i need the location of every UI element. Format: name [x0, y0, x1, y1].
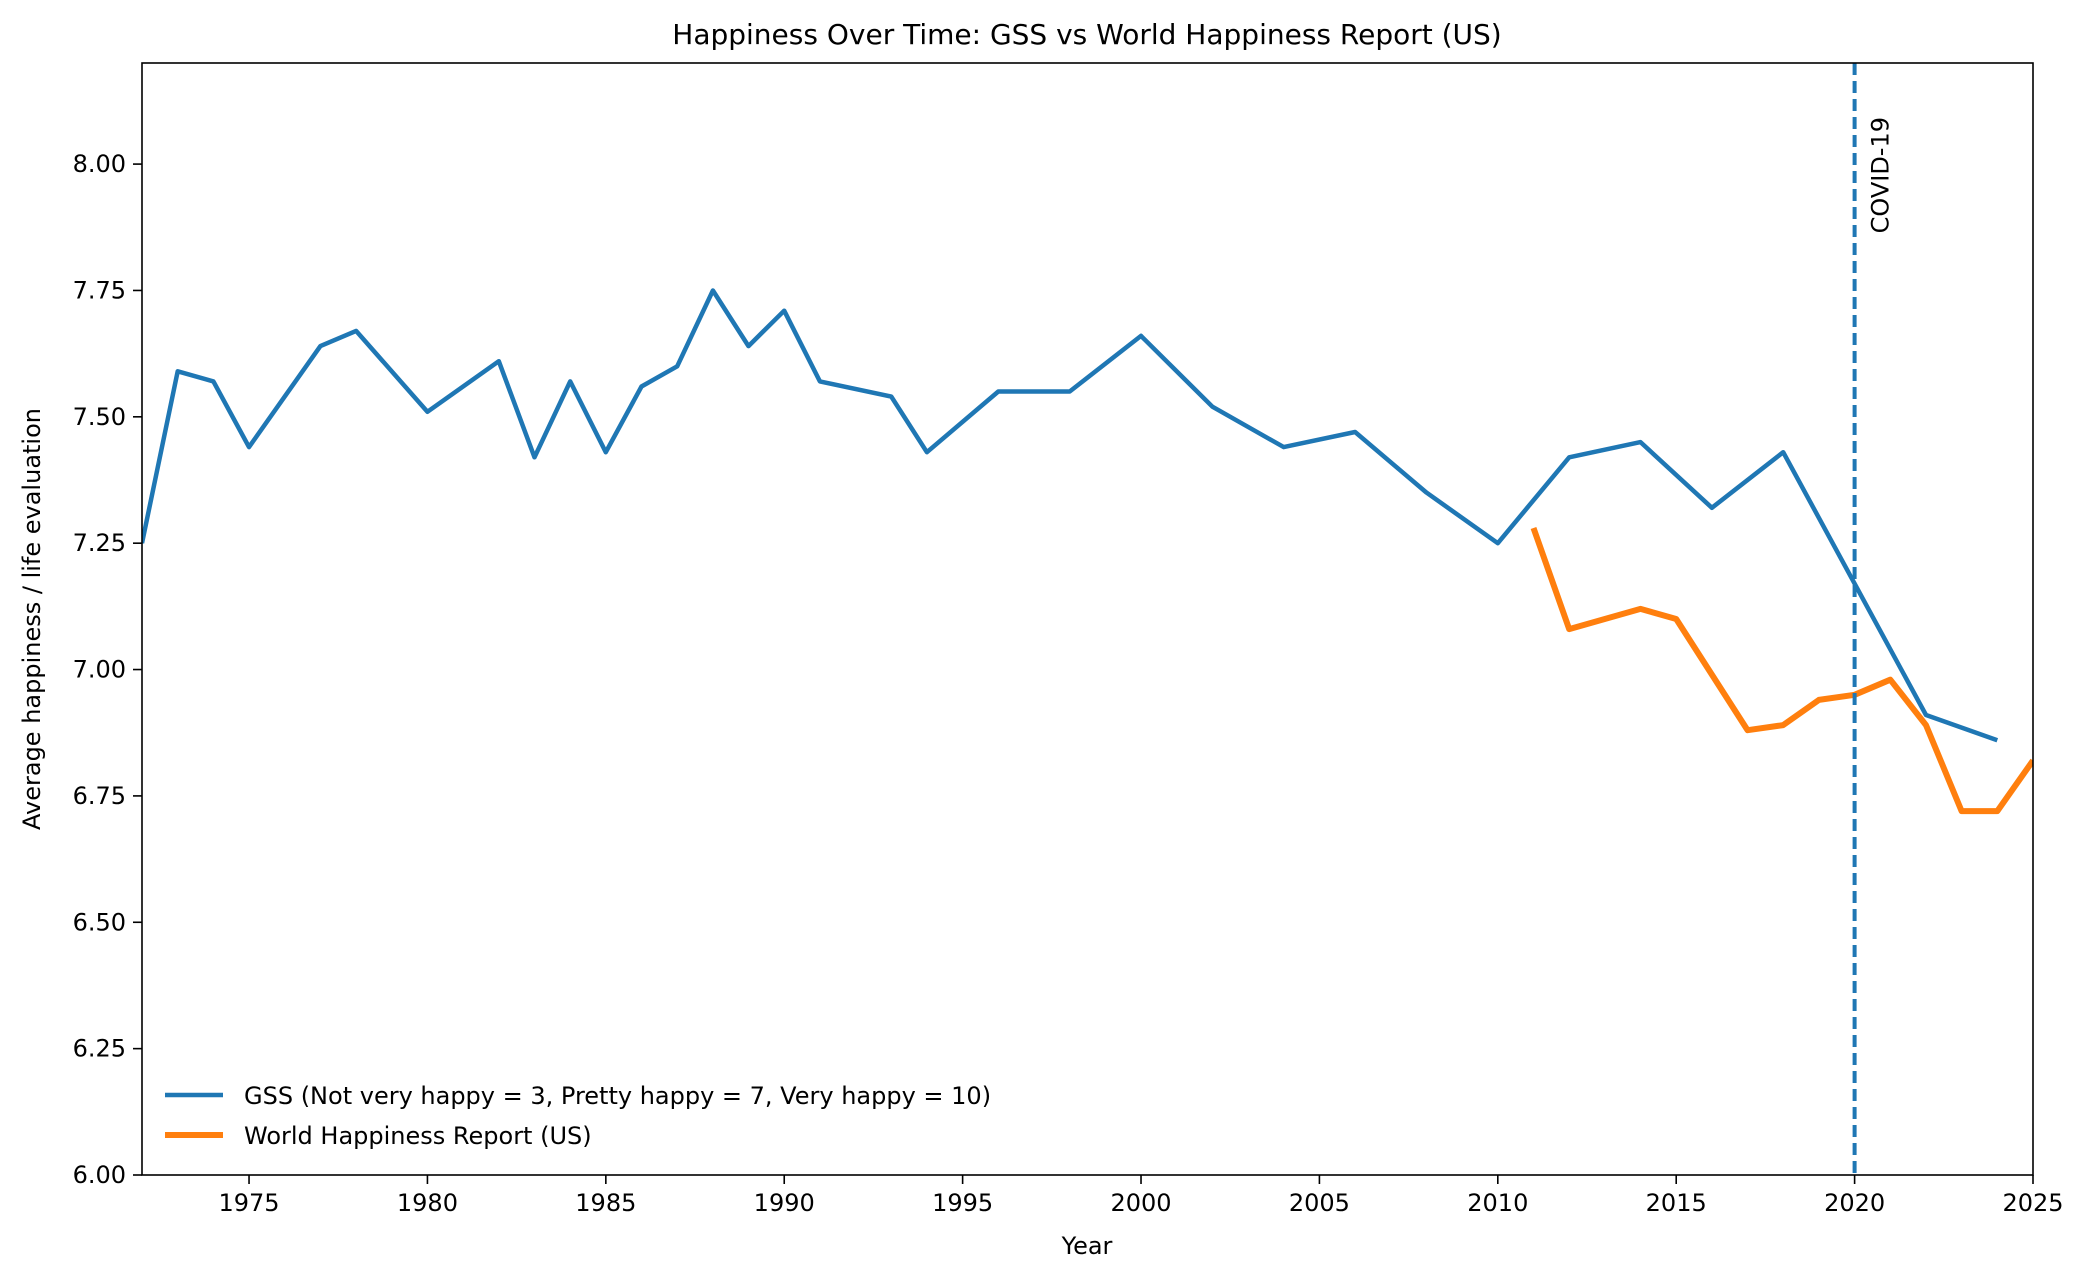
tick-layer: 1975 1980 1985 1990 1995 2000 2005 2010 2015 2020… — [73, 150, 2064, 1217]
x-tick-label: 2005 — [1289, 1189, 1350, 1217]
x-tick-label: 2000 — [1110, 1189, 1171, 1217]
y-tick-label: 6.50 — [73, 908, 126, 936]
x-tick-label: 2010 — [1467, 1189, 1528, 1217]
x-tick-label: 2015 — [1646, 1189, 1707, 1217]
y-tick-label: 8.00 — [73, 150, 126, 178]
y-tick-label: 7.25 — [73, 529, 126, 557]
legend-label-gss: GSS (Not very happy = 3, Pretty happy = … — [244, 1082, 991, 1110]
y-tick-label: 6.75 — [73, 782, 126, 810]
y-tick-label: 7.00 — [73, 656, 126, 684]
plot-layer: COVID-19 — [141, 62, 2034, 1176]
x-tick-label: 1995 — [932, 1189, 993, 1217]
plot-frame — [141, 62, 2034, 1176]
legend-label-whr: World Happiness Report (US) — [244, 1122, 592, 1150]
x-tick-label: 1975 — [218, 1189, 279, 1217]
y-tick-label: 7.75 — [73, 276, 126, 304]
y-tick-label: 7.50 — [73, 403, 126, 431]
y-tick-label: 6.25 — [73, 1035, 126, 1063]
x-axis-label: Year — [1061, 1232, 1113, 1260]
x-tick-label: 1980 — [397, 1189, 458, 1217]
series-group — [142, 288, 2033, 815]
x-tick-label: 1985 — [575, 1189, 636, 1217]
series-line-whr — [1530, 527, 2033, 815]
x-tick-label: 1990 — [754, 1189, 815, 1217]
y-axis-label: Average happiness / life evaluation — [18, 408, 46, 830]
legend: GSS (Not very happy = 3, Pretty happy = … — [165, 1082, 991, 1150]
covid-annotation-label: COVID-19 — [1867, 117, 1895, 233]
y-tick-label: 6.00 — [73, 1161, 126, 1189]
x-tick-label: 2020 — [1824, 1189, 1885, 1217]
series-line-gss — [142, 288, 1999, 743]
x-tick-label: 2025 — [2002, 1189, 2063, 1217]
chart-title: Happiness Over Time: GSS vs World Happin… — [672, 18, 1501, 51]
